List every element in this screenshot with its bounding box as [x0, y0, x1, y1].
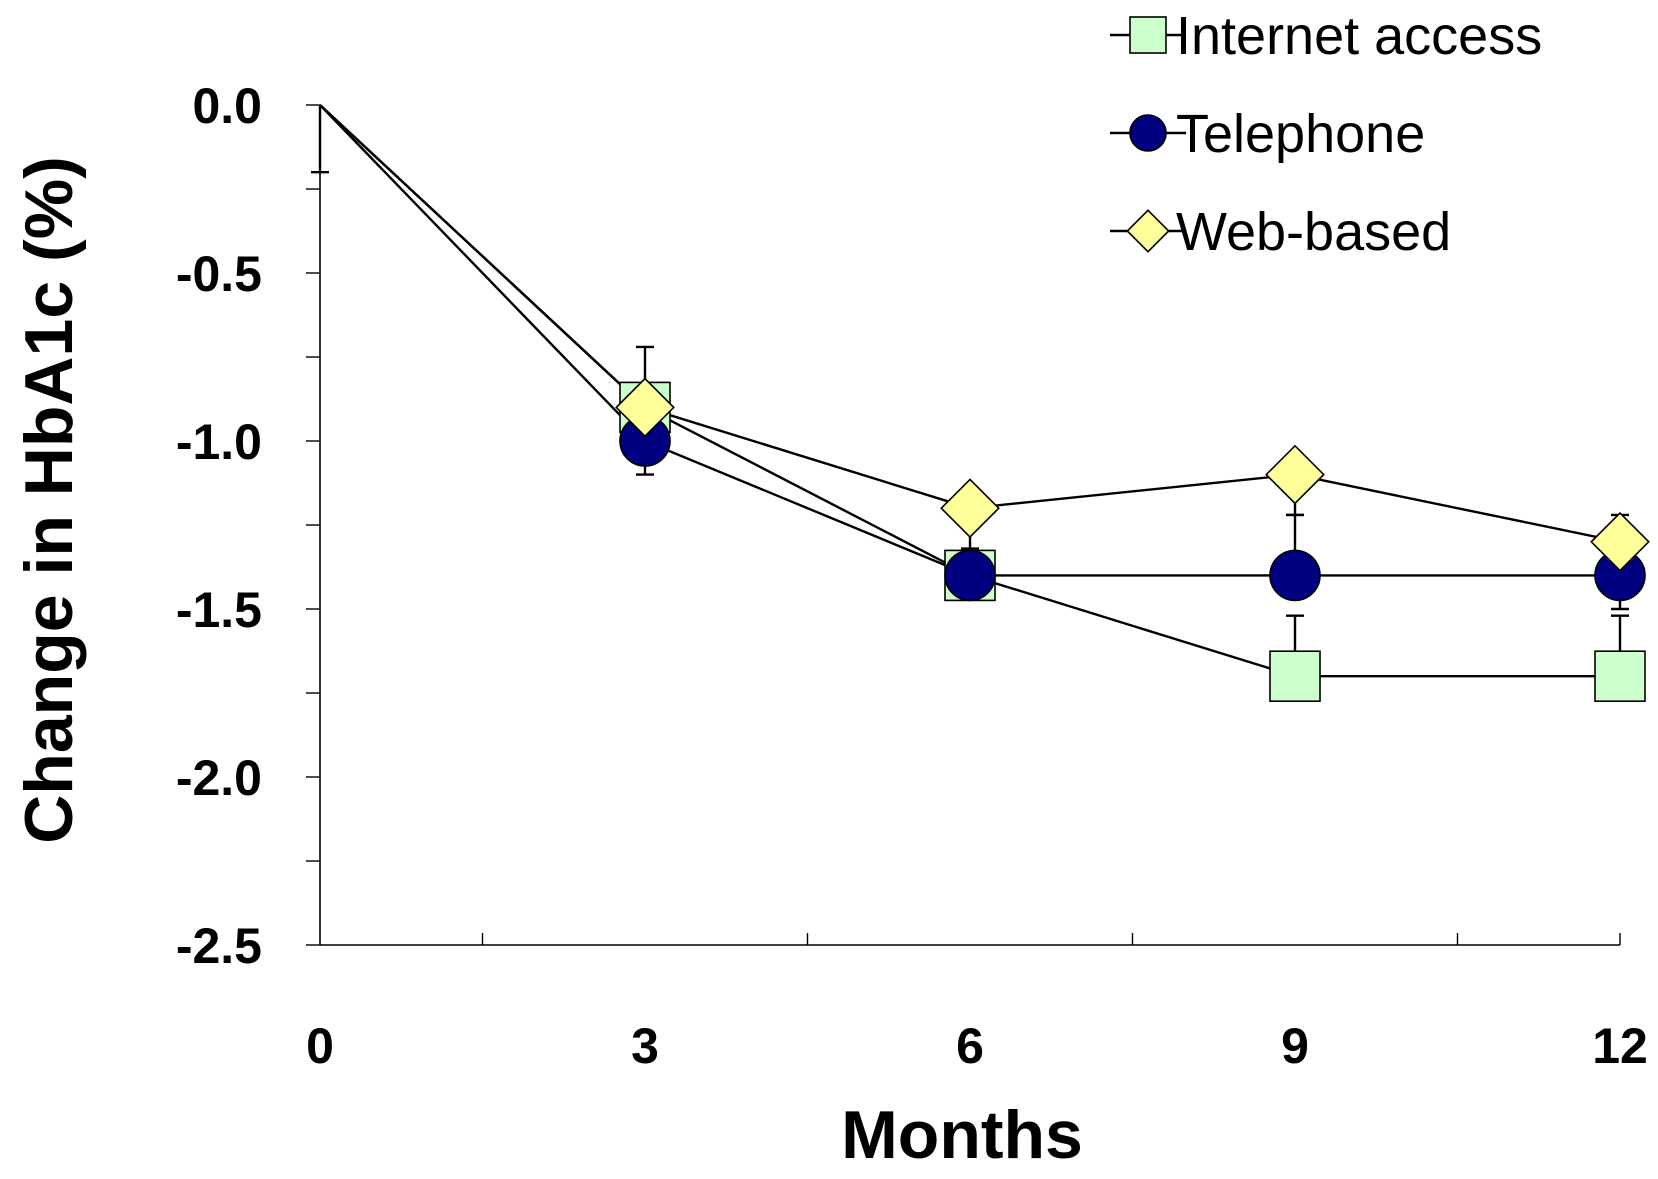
y-tick-label: -1.5 [176, 582, 262, 638]
y-tick-label: -1.0 [176, 414, 262, 470]
data-point-diamond [940, 478, 1000, 539]
x-tick-label: 12 [1592, 1018, 1648, 1074]
x-tick-label: 6 [956, 1018, 984, 1074]
data-point-circle [1269, 549, 1321, 602]
data-point-diamond [615, 377, 675, 438]
x-tick-labels: 0 3 6 9 12 [306, 1018, 1648, 1074]
y-tick-label: -0.5 [176, 246, 262, 302]
data-point-circle [944, 549, 996, 602]
legend: Internet access Telephone Web-based [1110, 6, 1542, 262]
data-point-square [1594, 650, 1646, 703]
data-point-square [1129, 16, 1167, 54]
error-bars [311, 105, 1629, 677]
x-tick-label: 3 [631, 1018, 659, 1074]
legend-label: Internet access [1176, 6, 1542, 66]
legend-label: Telephone [1176, 104, 1425, 164]
x-tick-label: 9 [1281, 1018, 1309, 1074]
y-tick-label: -2.0 [176, 750, 262, 806]
data-point-diamond [1126, 209, 1170, 253]
data-point-square [1269, 650, 1321, 703]
data-point-circle [1129, 114, 1167, 152]
data-point-diamond [1590, 511, 1650, 572]
x-tick-label: 0 [306, 1018, 334, 1074]
y-tick-label: -2.5 [176, 918, 262, 974]
axes [306, 104, 1621, 946]
data-point-diamond [1265, 444, 1325, 505]
x-axis-title: Months [841, 1097, 1083, 1173]
series-line [319, 104, 1621, 543]
y-tick-label: 0.0 [192, 78, 262, 134]
y-tick-labels: 0.0 -0.5 -1.0 -1.5 -2.0 -2.5 [176, 78, 262, 974]
y-axis-title: Change in HbA1c (%) [11, 156, 87, 844]
legend-label: Web-based [1176, 202, 1451, 262]
markers [615, 377, 1650, 703]
